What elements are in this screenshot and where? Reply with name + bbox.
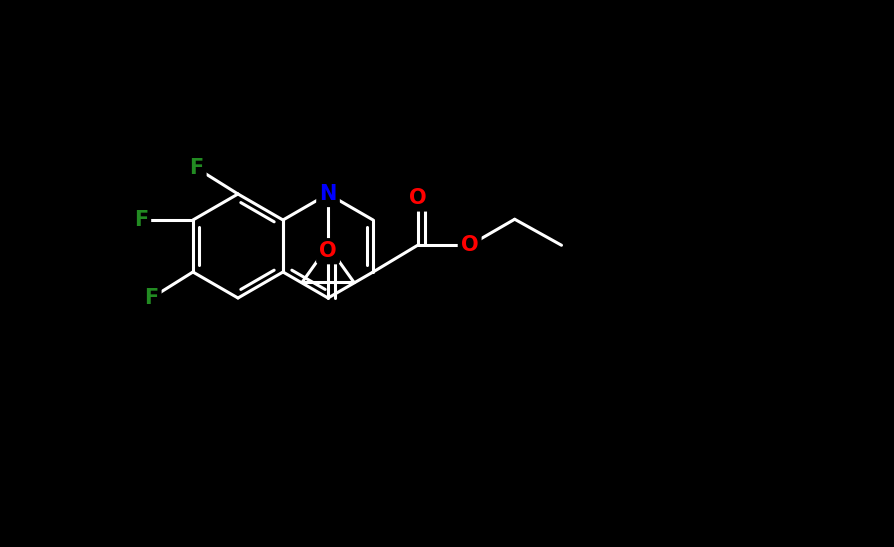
Text: O: O bbox=[460, 235, 478, 255]
Text: O: O bbox=[319, 241, 336, 261]
Text: O: O bbox=[409, 189, 426, 208]
Text: F: F bbox=[189, 158, 203, 178]
Text: F: F bbox=[144, 288, 158, 308]
Text: F: F bbox=[134, 210, 148, 230]
Text: N: N bbox=[319, 184, 336, 204]
